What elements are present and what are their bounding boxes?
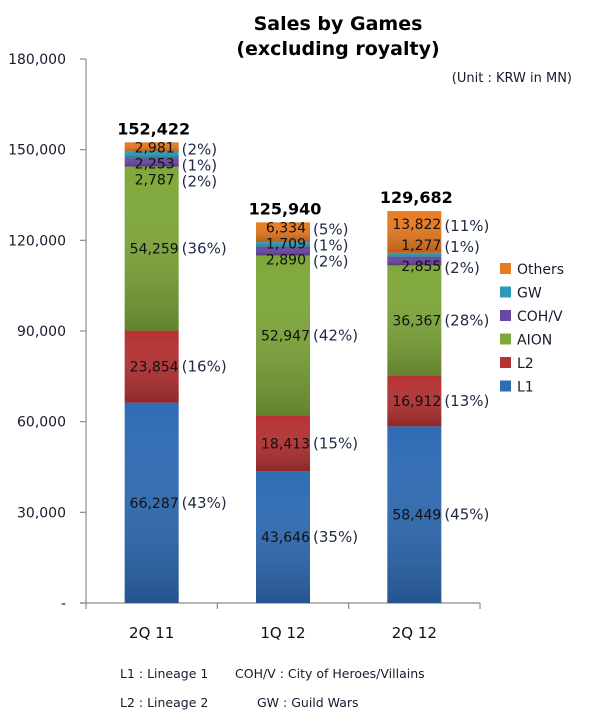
percent-label: (28%) — [444, 311, 489, 329]
percent-label: (1%) — [313, 236, 349, 254]
unit-label: (Unit : KRW in MN) — [452, 71, 572, 86]
chart-subtitle: (excluding royalty) — [236, 38, 439, 60]
y-tick-label: 120,000 — [8, 233, 66, 249]
bar-segment-shading — [124, 158, 179, 167]
value-label: 2,253 — [135, 156, 175, 172]
value-label: 1,277 — [401, 238, 441, 254]
percent-label: (16%) — [182, 358, 227, 376]
x-tick-label: 1Q 12 — [260, 624, 305, 642]
percent-label: (5%) — [313, 220, 349, 238]
legend-item-gw: GW — [500, 286, 542, 302]
y-tick-label: 180,000 — [8, 52, 66, 68]
legend-label: AION — [517, 333, 552, 349]
bar-segment-shading — [256, 255, 310, 416]
legend-label: COH/V — [517, 309, 563, 325]
bar-segment-shading — [256, 246, 310, 256]
chart-title: Sales by Games — [254, 13, 423, 35]
percent-label: (1%) — [444, 238, 480, 256]
percent-label: (2%) — [444, 259, 480, 277]
value-label: 54,259 — [130, 242, 179, 258]
legend-label: Others — [517, 262, 564, 278]
legend-label: L2 — [517, 356, 534, 372]
percent-label: (36%) — [182, 240, 227, 258]
value-label: 66,287 — [130, 496, 179, 512]
value-label: 2,855 — [401, 259, 441, 275]
percent-label: (2%) — [182, 140, 218, 158]
legend-item-l1: L1 — [500, 380, 534, 396]
percent-label: (35%) — [313, 528, 358, 546]
data-labels: 66,287 (43%) 23,854 (16%) 54,259 (36%) 2,981 (2… — [117, 119, 489, 546]
footnote-cohv: COH/V : City of Heroes/Villains — [235, 666, 425, 681]
bar-segment-shading — [124, 330, 179, 403]
legend-item-aion: AION — [500, 333, 552, 349]
legend-label: GW — [517, 286, 542, 302]
axes: - 30,000 60,000 90,000 120,000 150,000 180,000… — [8, 52, 481, 642]
bar-segment-shading — [387, 252, 442, 257]
percent-label: (11%) — [444, 217, 489, 235]
value-label: 13,822 — [392, 217, 441, 233]
total-label: 129,682 — [380, 188, 453, 207]
bar-segment-shading — [124, 166, 179, 331]
total-label: 152,422 — [117, 119, 190, 138]
value-label: 1,709 — [266, 236, 306, 252]
bar-segment-shading — [387, 256, 442, 266]
value-label: 58,449 — [392, 508, 441, 524]
bar-segment-shading — [387, 375, 442, 427]
percent-label: (2%) — [313, 252, 349, 270]
value-label: 2,787 — [135, 172, 175, 188]
bars — [124, 142, 442, 603]
value-label: 18,413 — [261, 436, 310, 452]
bar-segment-shading — [256, 241, 310, 247]
percent-label: (2%) — [182, 172, 218, 190]
bar-segment-shading — [124, 151, 179, 159]
value-label: 52,947 — [261, 328, 310, 344]
bar-segment-shading — [256, 222, 310, 242]
legend: Others GW COH/V AION L2 L1 — [500, 262, 564, 396]
percent-label: (45%) — [444, 506, 489, 524]
y-tick-label: 60,000 — [17, 415, 66, 431]
legend-item-coh-v: COH/V — [500, 309, 563, 325]
value-label: 23,854 — [130, 360, 179, 376]
footnote-gw: GW : Guild Wars — [257, 695, 359, 710]
legend-item-others: Others — [500, 262, 564, 278]
legend-swatch — [500, 333, 511, 345]
percent-label: (1%) — [182, 156, 218, 174]
legend-swatch — [500, 310, 511, 321]
bar-segment-shading — [124, 142, 179, 152]
legend-label: L1 — [517, 380, 534, 396]
legend-swatch — [500, 263, 511, 274]
bar-segment-shading — [256, 471, 310, 603]
value-label: 2,890 — [266, 252, 306, 268]
y-tick-label: - — [61, 596, 66, 612]
percent-label: (42%) — [313, 326, 358, 344]
value-label: 2,981 — [135, 140, 175, 156]
y-tick-label: 150,000 — [8, 143, 66, 159]
footnote-l1: L1 : Lineage 1 — [120, 666, 208, 681]
percent-label: (43%) — [182, 494, 227, 512]
percent-label: (15%) — [313, 434, 358, 452]
value-label: 6,334 — [266, 220, 306, 236]
bar-segment-shading — [124, 402, 179, 603]
x-tick-label: 2Q 12 — [392, 624, 437, 642]
legend-swatch — [500, 380, 511, 392]
y-tick-label: 30,000 — [17, 505, 66, 521]
bar-segment-shading — [387, 211, 442, 253]
bar-segment-shading — [387, 265, 442, 376]
footnote-l2: L2 : Lineage 2 — [120, 695, 208, 710]
footnotes: L1 : Lineage 1 COH/V : City of Heroes/Vi… — [120, 666, 425, 710]
value-label: 36,367 — [392, 313, 441, 329]
bar-segment-shading — [256, 415, 310, 472]
x-tick-label: 2Q 11 — [129, 624, 174, 642]
legend-swatch — [500, 357, 511, 368]
legend-item-l2: L2 — [500, 356, 534, 372]
total-label: 125,940 — [249, 199, 322, 218]
value-label: 43,646 — [261, 530, 310, 546]
percent-label: (13%) — [444, 392, 489, 410]
bar-segment-shading — [387, 426, 442, 603]
legend-swatch — [500, 286, 511, 298]
y-tick-label: 90,000 — [17, 324, 66, 340]
value-label: 16,912 — [392, 394, 441, 410]
